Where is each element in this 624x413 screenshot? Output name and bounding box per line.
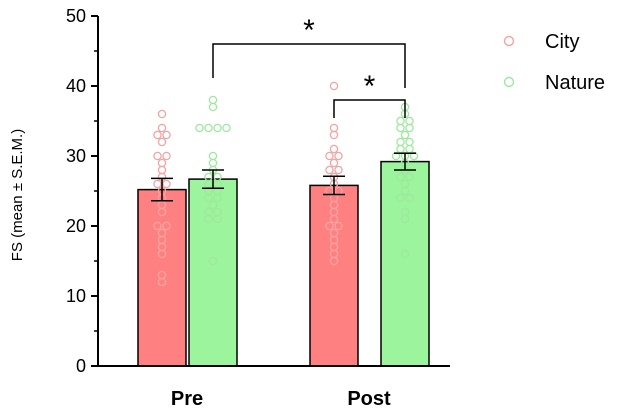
data-point	[396, 123, 405, 133]
significance-label: *	[303, 14, 315, 47]
y-tick-label: 40	[66, 76, 86, 96]
significance-bracket	[212, 43, 406, 88]
data-point	[329, 214, 339, 224]
data-point	[213, 123, 222, 133]
data-point	[329, 144, 339, 154]
y-tick-label: 30	[66, 146, 86, 166]
data-point	[213, 214, 222, 224]
data-point	[153, 179, 162, 189]
data-point	[208, 95, 218, 105]
data-point	[153, 130, 162, 140]
significance-bracket	[333, 99, 406, 118]
data-point	[208, 256, 218, 266]
significance-label: *	[364, 70, 376, 103]
data-point	[153, 221, 162, 231]
data-point	[325, 151, 334, 161]
data-point	[162, 151, 171, 161]
y-tick-label: 20	[66, 216, 86, 236]
data-point	[329, 123, 339, 133]
legend-marker	[503, 76, 515, 88]
data-point	[334, 151, 343, 161]
data-point	[208, 102, 218, 112]
x-category-label: Post	[347, 388, 391, 410]
data-point	[204, 193, 213, 203]
data-point	[153, 151, 162, 161]
data-point	[162, 130, 171, 140]
data-point	[204, 123, 213, 133]
data-point	[157, 109, 167, 119]
data-point	[400, 214, 410, 224]
bar	[380, 160, 430, 367]
data-point	[400, 186, 410, 196]
data-point	[405, 123, 414, 133]
data-point	[208, 151, 218, 161]
data-point	[409, 151, 419, 161]
data-point	[396, 137, 405, 147]
data-point	[400, 130, 410, 140]
data-point	[162, 179, 171, 189]
data-point	[157, 277, 167, 287]
data-point	[329, 158, 339, 168]
data-point	[157, 207, 167, 217]
data-point	[162, 221, 171, 231]
data-point	[208, 200, 218, 210]
data-point	[329, 256, 339, 266]
data-point	[222, 123, 231, 133]
data-point	[334, 165, 343, 175]
data-point	[157, 137, 167, 147]
y-tick-label: 0	[76, 356, 86, 376]
data-point	[157, 249, 167, 259]
legend-marker	[503, 35, 515, 47]
data-point	[204, 214, 213, 224]
data-point	[329, 81, 339, 91]
data-point	[405, 137, 414, 147]
data-point	[396, 116, 405, 126]
legend-label: City	[545, 31, 579, 53]
data-point	[391, 151, 401, 161]
data-point	[405, 144, 414, 154]
data-point	[405, 116, 414, 126]
data-point	[405, 172, 414, 182]
y-tick-label: 50	[66, 6, 86, 26]
data-point	[157, 158, 167, 168]
data-point	[213, 193, 222, 203]
data-point	[195, 123, 204, 133]
data-point	[396, 144, 405, 154]
data-point	[396, 172, 405, 182]
data-point	[329, 130, 339, 140]
y-axis-label: FS (mean ± S.E.M.)	[9, 129, 26, 261]
x-category-label: Pre	[171, 388, 203, 410]
data-point	[157, 165, 167, 175]
legend-label: Nature	[545, 72, 605, 94]
data-point	[325, 165, 334, 175]
data-point	[396, 193, 405, 203]
data-point	[325, 221, 334, 231]
bar	[188, 178, 238, 367]
bar	[309, 184, 359, 367]
data-point	[405, 193, 414, 203]
data-point	[334, 221, 343, 231]
data-point	[157, 123, 167, 133]
data-point	[400, 249, 410, 259]
y-tick-label: 10	[66, 286, 86, 306]
data-point	[208, 158, 218, 168]
